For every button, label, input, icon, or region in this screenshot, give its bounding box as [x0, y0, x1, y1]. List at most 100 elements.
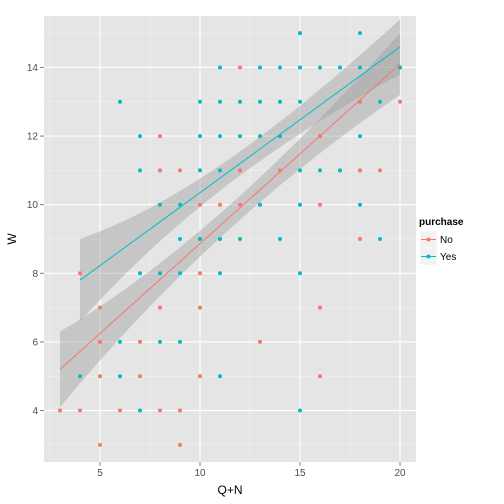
point-yes [338, 65, 342, 70]
point-no [198, 202, 202, 207]
point-no [238, 65, 242, 70]
point-yes [298, 271, 302, 276]
point-no [358, 168, 362, 173]
point-yes [258, 65, 262, 70]
point-no [358, 237, 362, 241]
point-yes [118, 99, 122, 104]
point-no [158, 134, 162, 139]
point-no [138, 374, 142, 379]
point-yes [138, 168, 142, 173]
point-no [178, 168, 182, 173]
point-yes [238, 237, 242, 241]
point-yes [298, 65, 302, 70]
x-tick-label: 5 [97, 468, 103, 479]
point-yes [278, 134, 282, 139]
point-no [118, 408, 122, 413]
point-no [198, 305, 202, 310]
fit-line-yes [79, 46, 401, 281]
point-yes [198, 168, 202, 173]
y-tick-label: 14 [27, 63, 39, 74]
point-yes [298, 99, 302, 104]
legend-title: purchase [419, 217, 464, 228]
point-no [358, 99, 362, 104]
point-yes [198, 134, 202, 139]
point-yes [138, 134, 142, 139]
major-gridlines [44, 16, 416, 462]
point-yes [218, 99, 222, 104]
point-no [318, 305, 322, 310]
point-no [158, 168, 162, 173]
point-yes [218, 168, 222, 173]
point-yes [218, 271, 222, 276]
point-yes [318, 65, 322, 70]
point-yes [178, 339, 182, 344]
point-yes [398, 65, 402, 70]
fit-lines [59, 46, 401, 370]
point-yes [138, 271, 142, 276]
y-tick-label: 8 [32, 269, 38, 280]
point-yes [238, 99, 242, 104]
point-yes [158, 271, 162, 276]
point-no [78, 408, 82, 413]
y-tick-label: 6 [32, 337, 38, 348]
point-no [78, 271, 82, 276]
point-yes [218, 374, 222, 379]
point-yes [158, 339, 162, 344]
point-yes [358, 202, 362, 207]
legend-label-no: No [440, 235, 453, 246]
x-tick-label: 15 [294, 468, 306, 479]
point-no [278, 168, 282, 173]
point-yes [318, 168, 322, 173]
point-no [178, 442, 182, 447]
minor-gridlines [44, 16, 416, 462]
y-tick-label: 12 [27, 132, 39, 143]
y-axis-ticks: 4 6 8 10 12 14 [27, 63, 44, 417]
point-no [158, 408, 162, 413]
point-no [198, 374, 202, 379]
legend-key-point-no [426, 237, 431, 242]
point-yes [158, 202, 162, 207]
point-no [138, 339, 142, 344]
point-yes [298, 168, 302, 173]
point-yes [238, 134, 242, 139]
point-no [258, 339, 262, 344]
point-yes [358, 134, 362, 139]
point-no [238, 202, 242, 207]
fit-line-no [59, 63, 401, 370]
point-yes [278, 99, 282, 104]
y-tick-label: 4 [32, 406, 38, 417]
point-yes [358, 31, 362, 36]
point-no [98, 305, 102, 310]
legend-label-yes: Yes [440, 252, 456, 263]
point-yes [138, 408, 142, 413]
point-no [178, 408, 182, 413]
point-yes [378, 237, 382, 241]
point-yes [218, 134, 222, 139]
point-yes [178, 237, 182, 241]
point-yes [218, 237, 222, 241]
point-yes [118, 339, 122, 344]
x-tick-label: 10 [194, 468, 206, 479]
point-yes [258, 99, 262, 104]
x-tick-label: 20 [394, 468, 406, 479]
point-yes [198, 99, 202, 104]
point-no [398, 99, 402, 104]
point-no [218, 202, 222, 207]
point-yes [278, 65, 282, 70]
point-no [318, 134, 322, 139]
point-yes [298, 408, 302, 413]
point-no [198, 271, 202, 276]
y-tick-label: 10 [27, 200, 39, 211]
point-no [98, 374, 102, 379]
point-yes [378, 99, 382, 104]
data-points [58, 31, 402, 447]
point-no [58, 408, 62, 413]
ribbon-no [60, 33, 400, 408]
point-yes [78, 374, 82, 379]
point-yes [178, 202, 182, 207]
point-yes [258, 134, 262, 139]
point-no [98, 339, 102, 344]
y-axis-title: W [5, 233, 19, 245]
point-yes [198, 237, 202, 241]
point-yes [358, 65, 362, 70]
